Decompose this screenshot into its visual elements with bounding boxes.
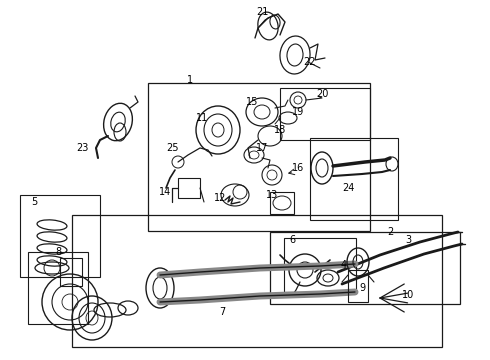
Text: 23: 23 <box>76 143 88 153</box>
Text: 19: 19 <box>292 107 304 117</box>
Text: 11: 11 <box>196 113 208 123</box>
Text: 8: 8 <box>55 247 61 257</box>
Text: 1: 1 <box>187 75 193 85</box>
Text: 5: 5 <box>31 197 37 207</box>
Text: 18: 18 <box>274 125 286 135</box>
Bar <box>28 252 88 324</box>
Text: 16: 16 <box>292 163 304 173</box>
Bar <box>60 258 82 286</box>
Text: 22: 22 <box>304 57 316 67</box>
Text: 7: 7 <box>219 307 225 317</box>
Text: 14: 14 <box>159 187 171 197</box>
Text: 24: 24 <box>342 183 354 193</box>
Bar <box>148 83 370 231</box>
Bar <box>270 232 460 304</box>
Bar <box>284 238 356 292</box>
Bar <box>270 192 294 214</box>
Text: 12: 12 <box>214 193 226 203</box>
Text: 20: 20 <box>316 89 328 99</box>
Text: 9: 9 <box>359 283 365 293</box>
Bar <box>20 195 100 277</box>
Text: 17: 17 <box>256 143 268 153</box>
Text: 10: 10 <box>402 290 414 300</box>
Text: 4: 4 <box>341 260 347 270</box>
Bar <box>72 215 442 347</box>
Text: 25: 25 <box>166 143 178 153</box>
Bar <box>280 88 370 140</box>
Text: 15: 15 <box>246 97 258 107</box>
Text: 2: 2 <box>387 227 393 237</box>
Bar <box>348 270 368 302</box>
Text: 13: 13 <box>266 190 278 200</box>
Text: 21: 21 <box>256 7 268 17</box>
Bar <box>178 178 200 198</box>
Text: 6: 6 <box>289 235 295 245</box>
Text: 3: 3 <box>405 235 411 245</box>
Bar <box>310 138 398 220</box>
